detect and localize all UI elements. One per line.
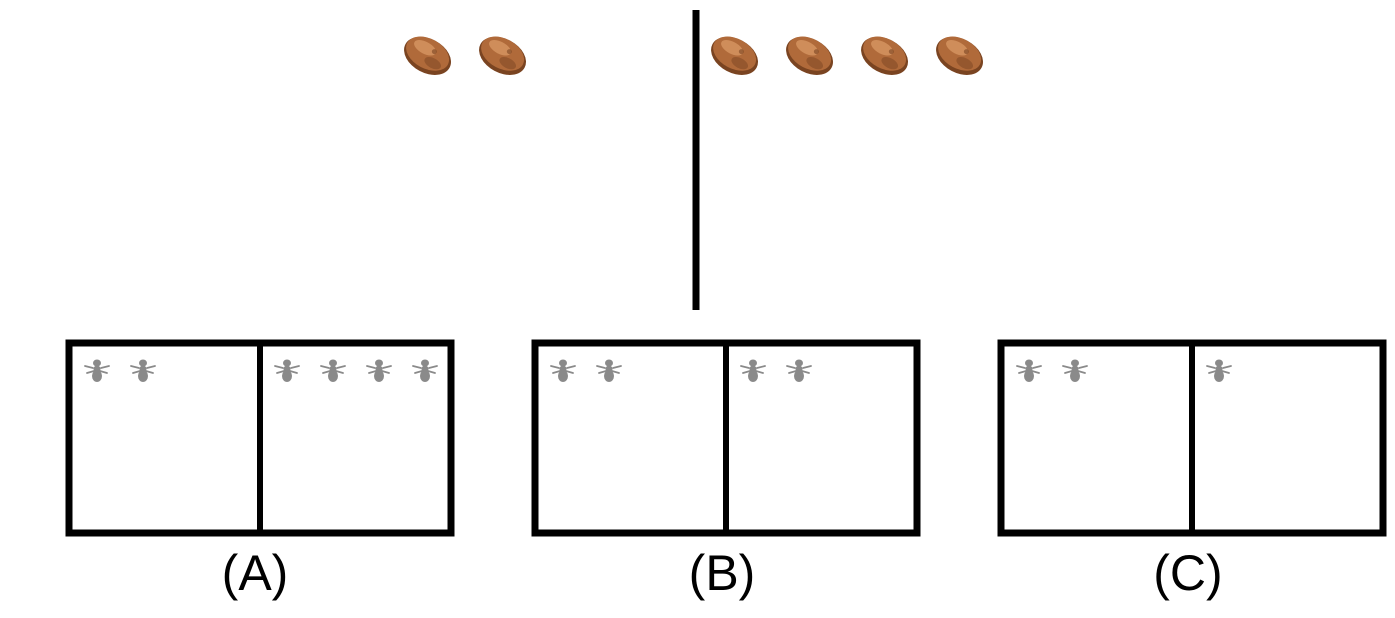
ant-icon xyxy=(786,359,812,382)
ant-icon xyxy=(1062,359,1088,382)
ant-icon xyxy=(366,359,392,382)
question-right-group xyxy=(711,36,984,75)
ant-icon xyxy=(412,359,438,382)
question-left-group xyxy=(404,36,527,75)
ant-icon xyxy=(1016,359,1042,382)
option-b-left-cell xyxy=(550,359,622,382)
option-a-left-cell xyxy=(84,359,156,382)
ant-icon xyxy=(740,359,766,382)
rock-icon xyxy=(936,36,984,75)
ant-icon xyxy=(1206,359,1232,382)
rock-icon xyxy=(786,36,834,75)
ant-icon xyxy=(596,359,622,382)
rock-icon xyxy=(861,36,909,75)
rock-icon xyxy=(711,36,759,75)
option-b-box xyxy=(531,339,921,537)
option-c-box xyxy=(997,339,1387,537)
ant-icon xyxy=(130,359,156,382)
option-c-label[interactable]: (C) xyxy=(1153,545,1223,601)
option-a-box xyxy=(65,339,455,537)
option-c-right-cell xyxy=(1206,359,1232,382)
option-a-label[interactable]: (A) xyxy=(221,545,289,601)
rock-icon xyxy=(479,36,527,75)
ant-icon xyxy=(550,359,576,382)
option-b-right-cell xyxy=(740,359,812,382)
option-a-right-cell xyxy=(274,359,438,382)
option-b-label[interactable]: (B) xyxy=(688,545,756,601)
ant-icon xyxy=(320,359,346,382)
ant-icon xyxy=(274,359,300,382)
rock-icon xyxy=(404,36,452,75)
ant-icon xyxy=(84,359,110,382)
option-c-left-cell xyxy=(1016,359,1088,382)
